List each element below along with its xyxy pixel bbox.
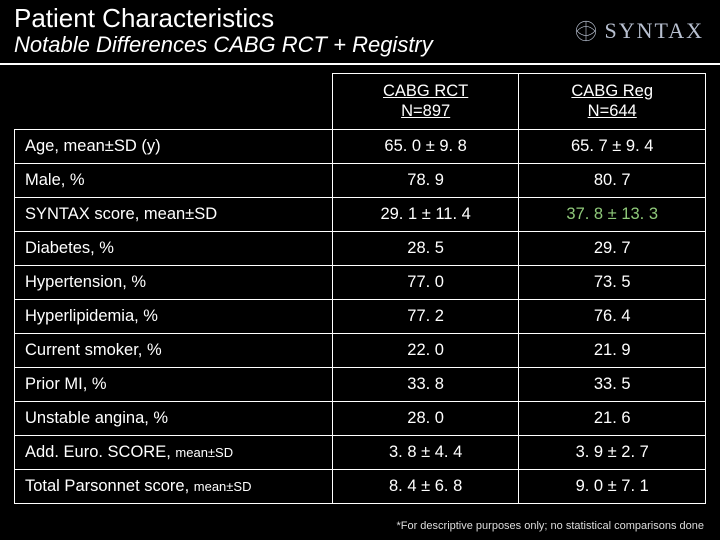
row-label-text: SYNTAX score, mean±SD (25, 205, 217, 223)
col1-line2: N=897 (401, 102, 450, 120)
table-row: Hypertension, % 77. 073. 5 (15, 266, 706, 300)
row-value-2: 21. 6 (519, 402, 706, 436)
row-label-text: Add. Euro. SCORE, (25, 443, 175, 461)
row-label: SYNTAX score, mean±SD (15, 198, 333, 232)
slide: Patient Characteristics Notable Differen… (0, 0, 720, 540)
col1-line1: CABG RCT (383, 82, 468, 100)
row-label: Hyperlipidemia, % (15, 300, 333, 334)
row-label: Total Parsonnet score, mean±SD (15, 470, 333, 504)
table-row: Age, mean±SD (y) 65. 0 ± 9. 865. 7 ± 9. 4 (15, 130, 706, 164)
syntax-logo-icon (573, 18, 599, 44)
row-label-text: Hyperlipidemia, % (25, 307, 158, 325)
table-body: Age, mean±SD (y) 65. 0 ± 9. 865. 7 ± 9. 4… (15, 130, 706, 504)
row-value-2: 76. 4 (519, 300, 706, 334)
table-row: Add. Euro. SCORE, mean±SD3. 8 ± 4. 43. 9… (15, 436, 706, 470)
row-value-1: 22. 0 (332, 334, 519, 368)
row-value-2: 21. 9 (519, 334, 706, 368)
table-header-row: CABG RCT N=897 CABG Reg N=644 (15, 73, 706, 129)
row-value-1: 77. 2 (332, 300, 519, 334)
table-row: Male, % 78. 980. 7 (15, 164, 706, 198)
table-row: Total Parsonnet score, mean±SD8. 4 ± 6. … (15, 470, 706, 504)
col2-line1: CABG Reg (571, 82, 653, 100)
row-value-1: 65. 0 ± 9. 8 (332, 130, 519, 164)
table-row: Diabetes, % 28. 529. 7 (15, 232, 706, 266)
row-label-text: Prior MI, % (25, 375, 107, 393)
row-label: Diabetes, % (15, 232, 333, 266)
table-header-col2: CABG Reg N=644 (519, 73, 706, 129)
row-label-text: Current smoker, % (25, 341, 162, 359)
row-value-1: 33. 8 (332, 368, 519, 402)
table-header-blank (15, 73, 333, 129)
row-label-text: Diabetes, % (25, 239, 114, 257)
row-value-2: 9. 0 ± 7. 1 (519, 470, 706, 504)
header: Patient Characteristics Notable Differen… (0, 0, 720, 65)
row-value-1: 8. 4 ± 6. 8 (332, 470, 519, 504)
row-value-1: 29. 1 ± 11. 4 (332, 198, 519, 232)
row-label-suffix: mean±SD (175, 445, 233, 460)
table-container: CABG RCT N=897 CABG Reg N=644 Age, mean±… (0, 65, 720, 504)
row-label: Age, mean±SD (y) (15, 130, 333, 164)
row-value-2: 80. 7 (519, 164, 706, 198)
syntax-logo: SYNTAX (573, 18, 704, 44)
row-value-1: 78. 9 (332, 164, 519, 198)
table-row: Hyperlipidemia, % 77. 276. 4 (15, 300, 706, 334)
row-label-text: Male, % (25, 171, 85, 189)
row-value-2: 65. 7 ± 9. 4 (519, 130, 706, 164)
table-row: Unstable angina, % 28. 021. 6 (15, 402, 706, 436)
row-value-1: 28. 0 (332, 402, 519, 436)
row-label: Prior MI, % (15, 368, 333, 402)
row-value-2: 3. 9 ± 2. 7 (519, 436, 706, 470)
row-value-1: 77. 0 (332, 266, 519, 300)
characteristics-table: CABG RCT N=897 CABG Reg N=644 Age, mean±… (14, 73, 706, 504)
row-label: Unstable angina, % (15, 402, 333, 436)
row-label: Male, % (15, 164, 333, 198)
row-label: Current smoker, % (15, 334, 333, 368)
row-value-2: 37. 8 ± 13. 3 (519, 198, 706, 232)
row-label-suffix: mean±SD (194, 479, 252, 494)
row-label-text: Unstable angina, % (25, 409, 168, 427)
row-label-text: Total Parsonnet score, (25, 477, 194, 495)
row-value-1: 28. 5 (332, 232, 519, 266)
row-label: Add. Euro. SCORE, mean±SD (15, 436, 333, 470)
table-row: SYNTAX score, mean±SD 29. 1 ± 11. 437. 8 … (15, 198, 706, 232)
row-label-text: Hypertension, % (25, 273, 146, 291)
row-label-text: Age, mean±SD (y) (25, 137, 161, 155)
footnote: *For descriptive purposes only; no stati… (396, 520, 704, 532)
row-value-2: 73. 5 (519, 266, 706, 300)
table-header-col1: CABG RCT N=897 (332, 73, 519, 129)
row-value-2: 33. 5 (519, 368, 706, 402)
table-row: Current smoker, % 22. 021. 9 (15, 334, 706, 368)
row-value-2: 29. 7 (519, 232, 706, 266)
row-label: Hypertension, % (15, 266, 333, 300)
row-value-1: 3. 8 ± 4. 4 (332, 436, 519, 470)
col2-line2: N=644 (588, 102, 637, 120)
table-row: Prior MI, % 33. 833. 5 (15, 368, 706, 402)
syntax-logo-text: SYNTAX (605, 18, 704, 44)
